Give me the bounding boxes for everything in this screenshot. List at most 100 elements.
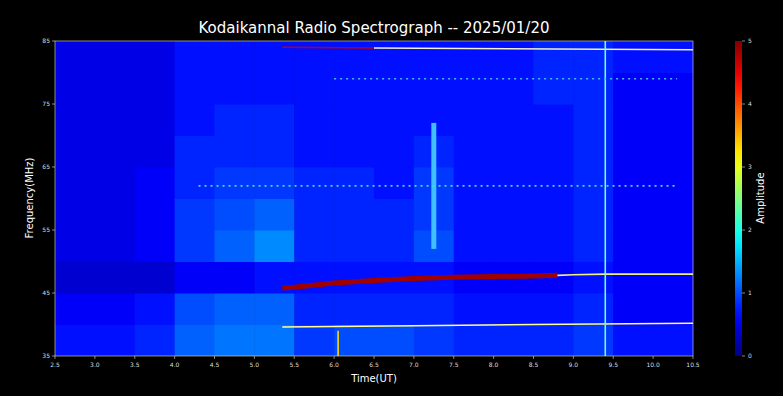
x-tick-label: 3.0 [90,361,100,368]
heatmap-cell [494,73,534,105]
heatmap-cell [653,167,693,199]
heatmap-cell [135,167,175,199]
heatmap-cell [374,325,414,357]
heatmap-cell [55,199,95,231]
heatmap-cell [135,136,175,168]
heatmap-cell [294,199,334,231]
heatmap-cell [294,167,334,199]
heatmap-cell [55,293,95,325]
x-tick-label: 6.5 [369,361,379,368]
x-tick-label: 9.5 [608,361,618,368]
heatmap-cell [573,230,613,262]
background [0,0,783,396]
heatmap-cell [613,167,653,199]
heatmap-cell [55,41,95,73]
heatmap-cell [374,199,414,231]
heatmap-cell [334,136,374,168]
heatmap-cell [95,325,135,357]
heatmap-cell [95,104,135,136]
heatmap-cell [494,293,534,325]
heatmap-cell [95,293,135,325]
heatmap-cell [215,167,255,199]
heatmap-cell [494,167,534,199]
heatmap-cell [374,167,414,199]
x-tick-label: 7.5 [449,361,459,368]
heatmap-cell [414,41,454,73]
colorbar-tick [742,167,745,168]
heatmap-cell [135,230,175,262]
heatmap-cell [653,136,693,168]
x-tick [334,356,335,359]
heatmap-cell [254,230,294,262]
heatmap-cell [573,293,613,325]
heatmap-cell [55,136,95,168]
colorbar-tick-label: 2 [748,226,752,233]
heatmap-cell [494,136,534,168]
heatmap-cell [494,230,534,262]
x-tick [613,356,614,359]
plot-area [55,41,693,356]
feature-line [282,323,693,327]
colorbar-tick [742,293,745,294]
heatmap-cell [494,199,534,231]
heatmap-cell [55,230,95,262]
heatmap-cell [494,41,534,73]
x-tick-label: 9.0 [569,361,579,368]
heatmap-cell [334,104,374,136]
heatmap-cell [175,230,215,262]
heatmap-cell [454,199,494,231]
heatmap-cell [334,199,374,231]
heatmap-cell [454,41,494,73]
chart: Kodaikannal Radio Spectrograph -- 2025/0… [0,0,783,396]
heatmap-cell [175,41,215,73]
heatmap-cell [534,73,574,105]
heatmap-cell [454,293,494,325]
heatmap-cell [135,262,175,294]
heatmap-cell [494,104,534,136]
colorbar-tick [742,41,745,42]
x-tick-label: 5.5 [289,361,299,368]
heatmap-cell [653,325,693,357]
x-tick-label: 8.5 [529,361,539,368]
y-tick [52,167,55,168]
heatmap-cell [334,73,374,105]
heatmap-cell [454,136,494,168]
heatmap-cell [175,167,215,199]
x-tick [94,356,95,359]
heatmap-cell [334,325,374,357]
x-tick-label: 4.0 [170,361,180,368]
y-tick [52,293,55,294]
x-tick [653,356,654,359]
heatmap-cell [294,136,334,168]
heatmap-cell [254,104,294,136]
heatmap-cell [215,230,255,262]
heatmap-cell [294,230,334,262]
heatmap-cell [55,104,95,136]
heatmap-cell [494,325,534,357]
heatmap-cell [175,293,215,325]
x-axis-label: Time(UT) [350,373,397,384]
heatmap-cell [334,262,374,294]
heatmap-cell [414,293,454,325]
heatmap-cell [374,136,414,168]
heatmap-cell [653,262,693,294]
x-tick [374,356,375,359]
heatmap-cell [454,167,494,199]
heatmap-cell [653,41,693,73]
heatmap-cell [573,199,613,231]
heatmap-cell [294,293,334,325]
x-tick [214,356,215,359]
title: Kodaikannal Radio Spectrograph -- 2025/0… [199,19,550,37]
heatmap-cell [534,167,574,199]
y-tick [52,356,55,357]
heatmap-cell [254,293,294,325]
heatmap-cell [613,104,653,136]
heatmap-cell [573,325,613,357]
x-tick [413,356,414,359]
x-tick [533,356,534,359]
feature-line [337,331,339,356]
y-tick [52,104,55,105]
x-tick-label: 10.0 [646,361,660,368]
heatmap-cell [534,104,574,136]
y-tick [52,41,55,42]
